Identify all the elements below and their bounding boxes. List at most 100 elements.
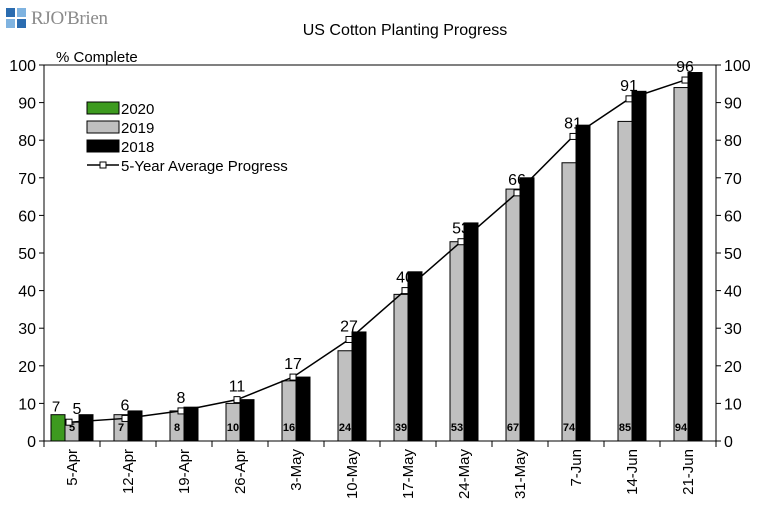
avg-data-label: 27: [340, 318, 358, 335]
avg-point: [121, 414, 129, 422]
y-tick-label-right: 50: [724, 246, 742, 263]
company-logo: RJO'Brien: [6, 8, 108, 30]
legend-label-2020: 2020: [121, 101, 154, 118]
bar-2018: [78, 414, 94, 442]
bar-2018: [463, 222, 479, 442]
x-tick-label: 17-May: [400, 449, 417, 500]
avg-point: [177, 407, 185, 415]
bar-2019-data-label: 53: [451, 422, 463, 434]
avg-data-label: 96: [676, 59, 694, 76]
y-tick-label-left: 0: [27, 434, 36, 451]
legend-swatch-2020: [86, 101, 120, 115]
bar-2018: [407, 271, 423, 442]
y-tick-label-right: 40: [724, 284, 742, 301]
avg-point: [569, 132, 577, 140]
bar-2019-data-label: 16: [283, 422, 295, 434]
bar-2019-data-label: 8: [174, 422, 180, 434]
bar-2018: [351, 331, 367, 442]
x-tick-label: 5-Apr: [64, 449, 81, 486]
bar-2019: [505, 188, 521, 442]
y-tick-label-left: 60: [18, 208, 36, 225]
bar-2019-data-label: 67: [507, 422, 519, 434]
logo-text: RJO'Brien: [31, 8, 108, 29]
y-tick-label-right: 30: [724, 321, 742, 338]
x-tick-label: 24-May: [456, 449, 473, 500]
y-tick-label-right: 80: [724, 133, 742, 150]
bar-2019-data-label: 94: [675, 422, 688, 434]
x-tick-label: 26-Apr: [232, 449, 249, 494]
y-tick-label-right: 10: [724, 396, 742, 413]
avg-point: [681, 76, 689, 84]
logo-mark-icon: [6, 8, 28, 30]
avg-point: [401, 287, 409, 295]
bar-2019: [673, 87, 689, 442]
x-tick-label: 19-Apr: [176, 449, 193, 494]
avg-line: [68, 79, 686, 423]
avg-point: [345, 335, 353, 343]
avg-point: [289, 373, 297, 381]
legend-label-avg: 5-Year Average Progress: [121, 158, 288, 175]
y-tick-label-left: 20: [18, 359, 36, 376]
x-tick-label: 10-May: [344, 449, 361, 500]
bar-2018: [631, 90, 647, 442]
bar-2019-data-label: 7: [118, 422, 124, 434]
x-tick-label: 21-Jun: [680, 449, 697, 495]
y-tick-label-left: 40: [18, 284, 36, 301]
bar-2019: [393, 293, 409, 442]
legend-swatch-2018: [86, 139, 120, 153]
y-tick-label-left: 70: [18, 171, 36, 188]
bar-2019-data-label: 24: [339, 422, 352, 434]
x-tick-label: 31-May: [512, 449, 529, 500]
x-tick-label: 12-Apr: [120, 449, 137, 494]
bar-2018: [239, 399, 255, 442]
y-tick-label-left: 50: [18, 246, 36, 263]
y-tick-label-right: 60: [724, 208, 742, 225]
y-tick-label-right: 90: [724, 96, 742, 113]
bar-2019-data-label: 85: [619, 422, 631, 434]
bar-2019: [617, 120, 633, 442]
legend-marker-avg: [99, 161, 107, 169]
y-tick-label-left: 80: [18, 133, 36, 150]
avg-point: [625, 95, 633, 103]
avg-point: [513, 189, 521, 197]
avg-data-label: 17: [284, 356, 302, 373]
avg-data-label: 81: [564, 115, 582, 132]
y-tick-label-left: 100: [9, 58, 36, 75]
bar-2019: [561, 162, 577, 442]
bar-2018: [519, 177, 535, 442]
bar-2018: [687, 72, 703, 442]
y-axis-label: % Complete: [56, 49, 138, 66]
y-tick-label-right: 0: [724, 434, 733, 451]
bar-2020-data-label: 7: [52, 399, 60, 416]
avg-data-label: 53: [452, 221, 470, 238]
bar-2020: [50, 414, 66, 442]
avg-data-label: 66: [508, 172, 526, 189]
bar-2018: [575, 124, 591, 442]
bar-2019-data-label: 74: [563, 422, 576, 434]
legend-label-2018: 2018: [121, 139, 154, 156]
legend-swatch-2019: [86, 120, 120, 134]
bar-2018: [127, 410, 143, 442]
bar-2019: [449, 241, 465, 442]
y-tick-label-right: 100: [724, 58, 751, 75]
bar-2019-data-label: 5: [69, 422, 75, 434]
chart-title: US Cotton Planting Progress: [303, 22, 508, 39]
x-tick-label: 7-Jun: [568, 449, 585, 487]
y-tick-label-left: 10: [18, 396, 36, 413]
bar-2018: [295, 376, 311, 442]
x-tick-label: 14-Jun: [624, 449, 641, 495]
y-tick-label-left: 30: [18, 321, 36, 338]
bar-2019-data-label: 10: [227, 422, 239, 434]
y-tick-label-right: 20: [724, 359, 742, 376]
x-tick-label: 3-May: [288, 449, 305, 491]
avg-data-label: 5: [73, 401, 82, 418]
avg-data-label: 8: [177, 390, 186, 407]
avg-point: [65, 418, 73, 426]
y-tick-label-right: 70: [724, 171, 742, 188]
avg-data-label: 11: [229, 379, 246, 396]
avg-data-label: 91: [620, 78, 638, 95]
avg-point: [233, 396, 241, 404]
bar-2019-data-label: 39: [395, 422, 407, 434]
bar-2018: [183, 406, 199, 442]
